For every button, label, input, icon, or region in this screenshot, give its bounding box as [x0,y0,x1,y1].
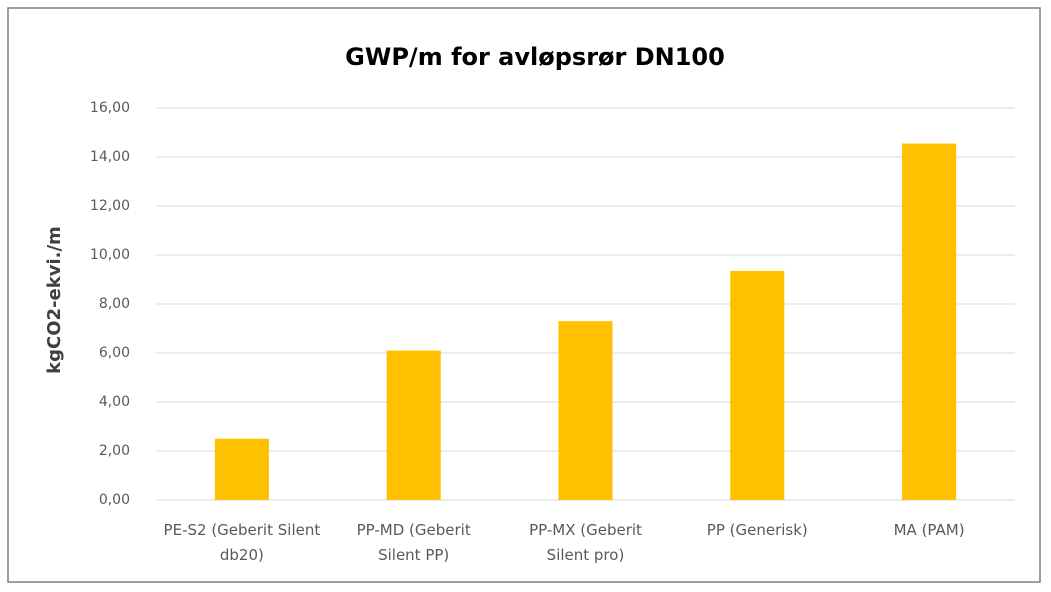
x-tick-label: PP (Generisk) [706,521,808,539]
y-tick-label: 10,00 [90,247,130,263]
y-tick-label: 0,00 [99,492,130,508]
x-tick-label: PP-MD (Geberit Silent PP) [356,521,471,564]
bar [558,321,613,500]
bar [386,350,441,500]
x-tick-label: PP-MX (Geberit Silent pro) [529,521,642,564]
y-tick-label: 6,00 [99,345,130,361]
y-tick-label: 16,00 [90,100,130,116]
bar [730,270,785,500]
x-tick-label: PE-S2 (Geberit Silent db20) [163,521,321,564]
y-tick-label: 12,00 [90,198,130,214]
bar [214,438,269,500]
y-tick-label: 14,00 [90,149,130,165]
x-tick-label: MA (PAM) [893,521,965,539]
bar [902,143,957,500]
y-tick-label: 2,00 [99,443,130,459]
y-tick-label: 4,00 [99,394,130,410]
chart-title: GWP/m for avløpsrør DN100 [345,43,725,71]
y-tick-label: 8,00 [99,296,130,312]
y-axis-label: kgCO2-ekvi./m [44,226,65,374]
chart-frame [7,7,1041,583]
